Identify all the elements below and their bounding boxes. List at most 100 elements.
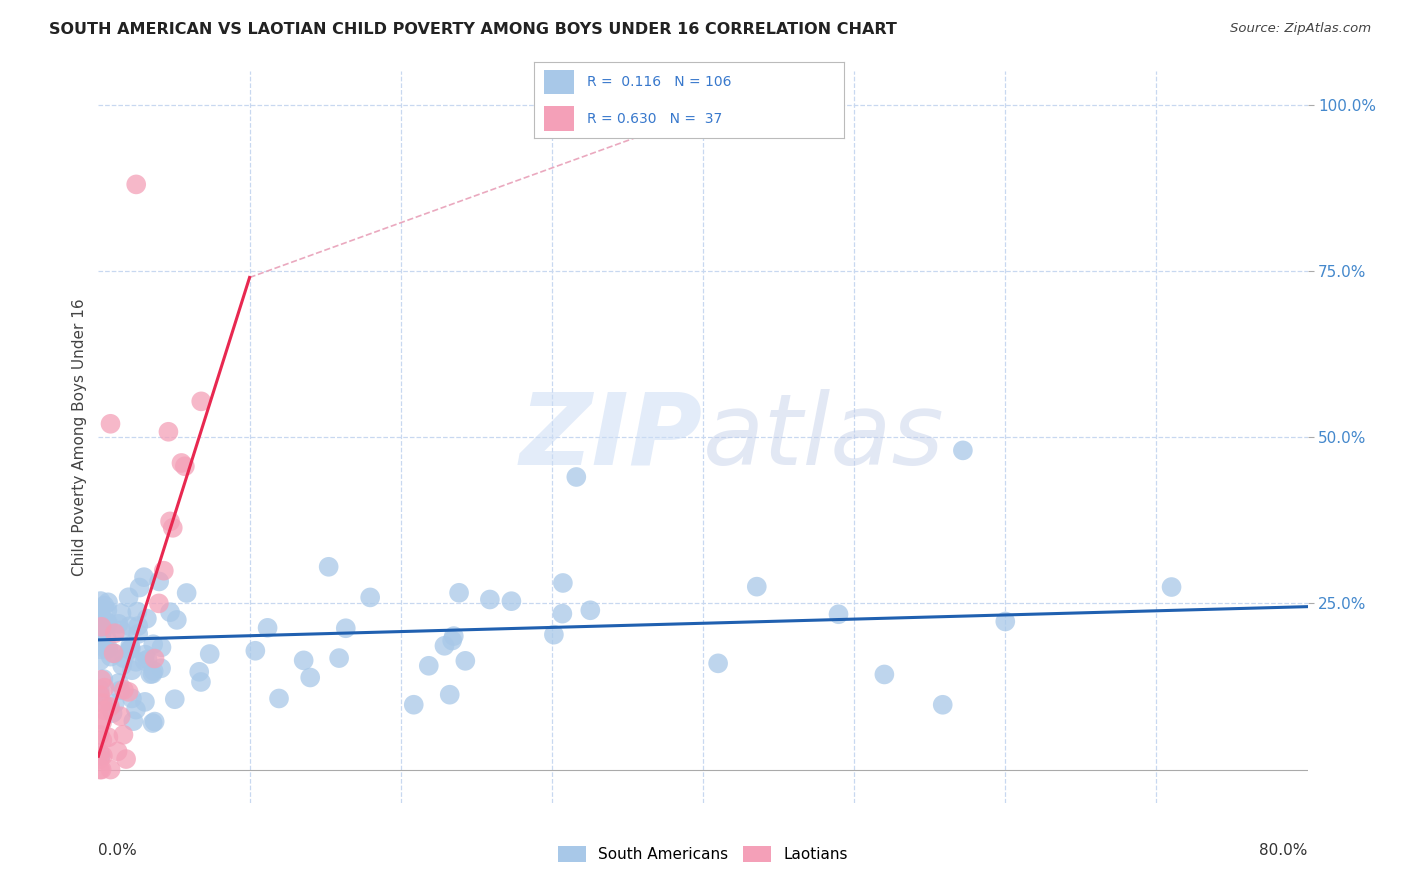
Point bbox=[120, 641, 142, 656]
Point bbox=[170, 456, 193, 470]
Point bbox=[873, 667, 896, 681]
Point bbox=[176, 586, 198, 600]
Point bbox=[136, 652, 159, 666]
Point bbox=[97, 616, 120, 631]
Point bbox=[89, 687, 111, 701]
Point bbox=[745, 580, 768, 594]
Point bbox=[96, 615, 118, 629]
Point bbox=[707, 657, 730, 671]
Point bbox=[89, 602, 111, 616]
Point bbox=[121, 663, 143, 677]
Point bbox=[128, 581, 150, 595]
Point bbox=[157, 425, 180, 439]
Point bbox=[90, 625, 112, 640]
Text: ZIP: ZIP bbox=[520, 389, 703, 485]
Text: atlas: atlas bbox=[703, 389, 945, 485]
Point bbox=[111, 658, 134, 673]
Point bbox=[100, 417, 122, 431]
Point bbox=[150, 661, 173, 675]
Point bbox=[328, 651, 350, 665]
Point bbox=[125, 702, 148, 716]
Point bbox=[994, 615, 1017, 629]
Point bbox=[449, 586, 471, 600]
Point bbox=[139, 667, 162, 681]
Y-axis label: Child Poverty Among Boys Under 16: Child Poverty Among Boys Under 16 bbox=[72, 298, 87, 576]
Point bbox=[335, 621, 357, 635]
Point bbox=[89, 693, 111, 707]
Text: 0.0%: 0.0% bbox=[98, 843, 138, 858]
Point bbox=[551, 576, 574, 591]
Point bbox=[125, 178, 148, 192]
Point bbox=[90, 635, 112, 649]
Point bbox=[132, 570, 155, 584]
Point bbox=[565, 470, 588, 484]
Point bbox=[93, 681, 115, 695]
Point bbox=[932, 698, 955, 712]
Point bbox=[190, 675, 212, 690]
Point bbox=[97, 731, 120, 745]
Point bbox=[148, 574, 170, 589]
Point bbox=[100, 763, 122, 777]
Point bbox=[127, 605, 149, 619]
Point bbox=[93, 599, 115, 613]
Point bbox=[125, 655, 148, 669]
Point bbox=[245, 644, 267, 658]
Point bbox=[142, 664, 165, 678]
Text: R = 0.630   N =  37: R = 0.630 N = 37 bbox=[586, 112, 723, 126]
Point bbox=[90, 642, 112, 657]
Point bbox=[90, 748, 112, 763]
Point bbox=[96, 631, 118, 645]
Text: SOUTH AMERICAN VS LAOTIAN CHILD POVERTY AMONG BOYS UNDER 16 CORRELATION CHART: SOUTH AMERICAN VS LAOTIAN CHILD POVERTY … bbox=[49, 22, 897, 37]
Point bbox=[101, 706, 124, 720]
Point bbox=[94, 642, 117, 657]
Point bbox=[418, 658, 440, 673]
Point bbox=[89, 682, 111, 697]
Point bbox=[827, 607, 849, 622]
Point bbox=[89, 653, 111, 667]
Point bbox=[1160, 580, 1182, 594]
Point bbox=[104, 697, 127, 711]
Point bbox=[103, 647, 125, 661]
Point bbox=[142, 637, 165, 651]
Point bbox=[91, 715, 114, 730]
Text: R =  0.116   N = 106: R = 0.116 N = 106 bbox=[586, 75, 731, 89]
Point bbox=[89, 752, 111, 766]
Point bbox=[551, 607, 574, 621]
Point bbox=[501, 594, 523, 608]
Point bbox=[402, 698, 425, 712]
Point bbox=[166, 613, 188, 627]
FancyBboxPatch shape bbox=[544, 106, 575, 130]
Point bbox=[318, 559, 340, 574]
Point bbox=[112, 682, 135, 697]
FancyBboxPatch shape bbox=[544, 70, 575, 95]
Point bbox=[952, 443, 974, 458]
Point bbox=[104, 626, 127, 640]
Point bbox=[135, 611, 157, 625]
Point bbox=[90, 628, 112, 642]
Point bbox=[93, 621, 115, 635]
Point bbox=[454, 654, 477, 668]
Point bbox=[103, 646, 125, 660]
Point bbox=[91, 696, 114, 710]
Point bbox=[543, 627, 565, 641]
Point bbox=[122, 714, 145, 728]
Point bbox=[107, 616, 129, 631]
Point bbox=[159, 605, 181, 619]
Point bbox=[91, 733, 114, 747]
Point bbox=[292, 653, 315, 667]
Point bbox=[142, 716, 165, 731]
Point bbox=[118, 685, 141, 699]
Point bbox=[188, 665, 211, 679]
Point bbox=[115, 752, 138, 766]
Point bbox=[478, 592, 501, 607]
Point bbox=[91, 748, 114, 763]
Point bbox=[110, 683, 132, 698]
Point bbox=[89, 763, 111, 777]
Point bbox=[134, 648, 156, 662]
Point bbox=[443, 629, 465, 643]
Point bbox=[120, 639, 142, 653]
Point bbox=[100, 649, 122, 664]
Point bbox=[89, 688, 111, 702]
Point bbox=[150, 640, 173, 655]
Point bbox=[198, 647, 221, 661]
